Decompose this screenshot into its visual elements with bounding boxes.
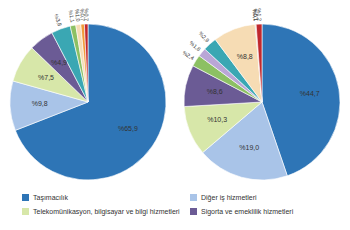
pie-slice (15, 24, 166, 180)
data-label: %8,6 (207, 88, 223, 95)
legend: Taşımacılık Diğer iş hizmetleri Telekomüni… (22, 194, 294, 216)
data-label: %3,8 (53, 13, 63, 27)
data-label: %19,0 (239, 144, 259, 151)
data-label: %0,7 (83, 8, 89, 21)
legend-label: Sigorta ve emeklilik hizmetleri (201, 208, 294, 216)
data-label: %4,9 (51, 59, 67, 66)
pie-slice (84, 24, 88, 102)
pie-1: %44,7%19,0%10,3%8,6%2,4%1,8%2,9%8,8%0,1%… (181, 8, 340, 180)
data-label: %65,9 (118, 125, 138, 132)
legend-swatch (22, 208, 29, 215)
data-label: %1,2 (256, 8, 262, 21)
data-label: %44,7 (300, 90, 320, 97)
pie-slice (255, 24, 262, 102)
legend-swatch (190, 208, 197, 215)
pie-slice (76, 24, 88, 102)
data-label: %10,3 (207, 116, 227, 123)
legend-label: Diğer iş hizmetleri (201, 194, 257, 202)
legend-swatch (22, 194, 29, 201)
pie-0: %65,9%9,8%7,5%4,9%3,8%1,1%1,0%0,7%0,7 (10, 8, 166, 180)
data-label: %8,8 (237, 53, 253, 60)
pie-slice (184, 102, 262, 153)
legend-label: Taşımacılık (33, 194, 69, 202)
pie-slice (256, 24, 262, 102)
pie-slice (81, 24, 88, 102)
data-label: %9,8 (32, 100, 48, 107)
chart-root: %65,9%9,8%7,5%4,9%3,8%1,1%1,0%0,7%0,7Taş… (0, 0, 350, 230)
data-label: %7,5 (38, 74, 54, 81)
data-label: %2,4 (181, 49, 195, 61)
legend-label: Telekomünikasyon, bilgisayar ve bilgi hi… (33, 208, 180, 216)
pie-slice (256, 24, 262, 102)
pie-slice (70, 25, 88, 102)
data-label: %2,9 (198, 30, 211, 43)
legend-swatch (190, 194, 197, 201)
data-label: %1,8 (188, 40, 201, 53)
